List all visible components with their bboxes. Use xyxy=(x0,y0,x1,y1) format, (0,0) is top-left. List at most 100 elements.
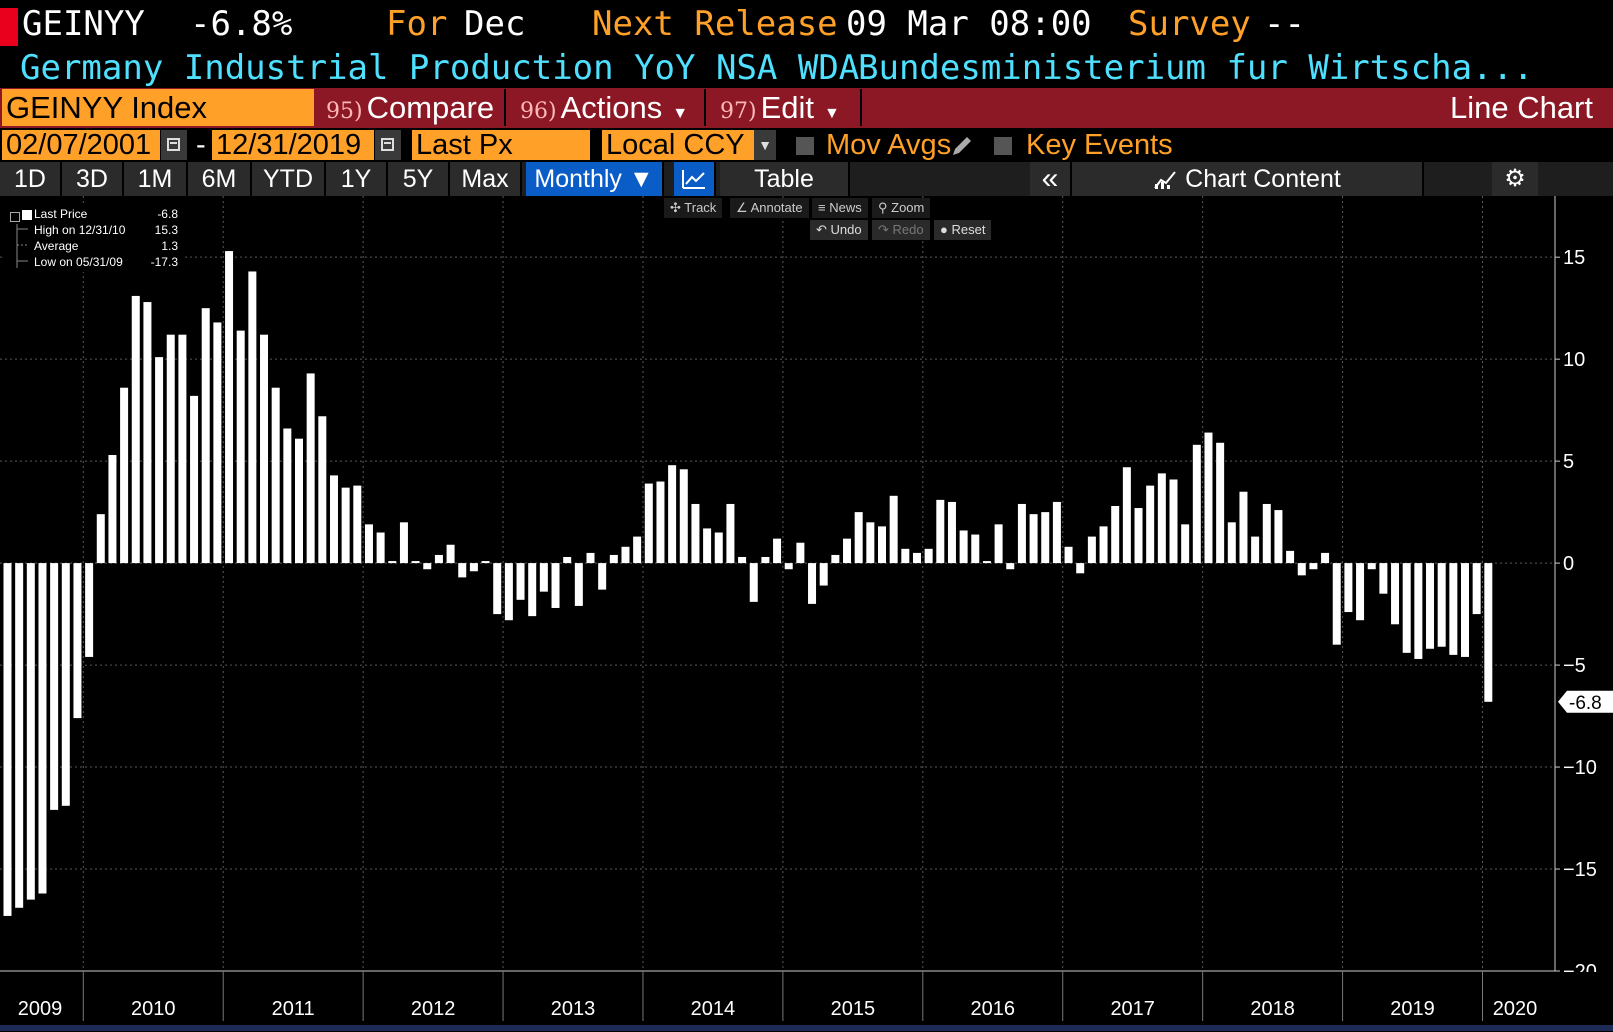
y-tick-label: 15 xyxy=(1563,247,1585,269)
bar xyxy=(15,563,24,908)
bar xyxy=(703,528,712,564)
bar xyxy=(1379,563,1388,594)
bar xyxy=(971,534,980,564)
actions-button[interactable]: 96) Actions ▼ xyxy=(512,89,706,126)
next-release-label: Next Release xyxy=(592,4,838,44)
legend-average-value: 1.3 xyxy=(161,239,178,253)
view-title: Line Chart xyxy=(1449,90,1593,125)
bar xyxy=(26,563,35,900)
bar xyxy=(1262,503,1271,564)
bar xyxy=(399,522,408,564)
legend-last-label: Last Price xyxy=(34,207,88,221)
bar xyxy=(364,524,373,564)
bar xyxy=(563,556,572,564)
bar xyxy=(621,546,630,564)
bar xyxy=(1332,563,1341,645)
bar xyxy=(201,308,210,564)
bar xyxy=(1111,506,1120,564)
chart-legend: Last Price -6.8 High on 12/31/10 15.3 Av… xyxy=(4,206,182,272)
bar xyxy=(1134,508,1143,564)
period-3d[interactable]: 3D xyxy=(62,162,124,196)
alert-marker xyxy=(0,8,18,46)
gear-icon[interactable]: ⚙ xyxy=(1492,162,1538,196)
range-bar: 02/07/2001 - 12/31/2019 Last Px Local CC… xyxy=(0,128,1613,162)
x-tick-label: 2012 xyxy=(411,998,456,1020)
bar xyxy=(1426,563,1435,649)
compare-button[interactable]: 95) Compare xyxy=(318,89,506,126)
period-1y[interactable]: 1Y xyxy=(326,162,388,196)
bar xyxy=(1297,563,1306,576)
period-ytd[interactable]: YTD xyxy=(252,162,326,196)
bar xyxy=(411,561,420,564)
bar xyxy=(1286,550,1295,564)
legend-high-value: 15.3 xyxy=(154,223,178,237)
period-6m[interactable]: 6M xyxy=(188,162,252,196)
key-events-checkbox[interactable] xyxy=(994,137,1012,155)
bar xyxy=(318,416,327,564)
bar xyxy=(819,563,828,586)
bar xyxy=(1204,432,1213,564)
last-value-marker xyxy=(1558,690,1613,713)
toolbar: GEINYY Index 95) Compare 96) Actions ▼ 97) E… xyxy=(0,88,1613,128)
end-calendar-button[interactable] xyxy=(375,130,401,160)
undo-button[interactable]: ↶ Undo xyxy=(810,220,868,240)
bar xyxy=(143,302,152,564)
bar xyxy=(248,271,257,564)
line-chart-toggle[interactable] xyxy=(674,162,716,196)
bar xyxy=(843,538,852,564)
collapse-legend-icon[interactable] xyxy=(10,212,20,222)
currency-select[interactable]: Local CCY xyxy=(602,130,754,160)
y-tick-label: 10 xyxy=(1563,349,1585,371)
bar-chart[interactable]: 151050−5−10−15−20-6.82009201020112012201… xyxy=(0,196,1613,1032)
bar xyxy=(808,563,817,604)
period-1d[interactable]: 1D xyxy=(0,162,62,196)
bar xyxy=(213,322,222,564)
bar xyxy=(691,503,700,564)
zoom-tool[interactable]: ⚲ Zoom xyxy=(872,198,931,218)
bar xyxy=(1227,522,1236,564)
price-field-select[interactable]: Last Px xyxy=(412,130,590,160)
x-tick-label: 2009 xyxy=(18,998,63,1020)
dropdown-arrow-icon[interactable]: ▼ xyxy=(754,130,776,160)
table-button[interactable]: Table xyxy=(720,162,850,196)
redo-button[interactable]: ↷ Redo xyxy=(872,220,930,240)
source: Bundesministerium fur Wirtscha... xyxy=(858,48,1534,88)
bar xyxy=(1029,514,1038,564)
bar xyxy=(108,455,117,564)
pencil-icon[interactable] xyxy=(950,134,974,158)
news-tool[interactable]: ≡ News xyxy=(812,198,868,218)
bar xyxy=(854,512,863,564)
x-tick-label: 2018 xyxy=(1250,998,1295,1020)
bar xyxy=(458,563,467,578)
end-date-input[interactable]: 12/31/2019 xyxy=(212,130,374,160)
chart-content-button[interactable]: Chart Content xyxy=(1072,162,1424,196)
edit-button[interactable]: 97) Edit ▼ xyxy=(712,89,862,126)
bar xyxy=(166,334,175,564)
period-max[interactable]: Max xyxy=(450,162,522,196)
collapse-button[interactable]: « xyxy=(1030,162,1072,196)
period-1m[interactable]: 1M xyxy=(124,162,188,196)
bar xyxy=(878,526,886,564)
security-field[interactable]: GEINYY Index xyxy=(2,89,314,126)
annotate-tool[interactable]: ∠ Annotate xyxy=(730,198,809,218)
bar xyxy=(388,561,397,564)
reset-button[interactable]: ● Reset xyxy=(934,220,992,240)
bar xyxy=(1192,444,1201,564)
start-date-input[interactable]: 02/07/2001 xyxy=(2,130,160,160)
bar xyxy=(761,556,770,564)
bar xyxy=(423,563,432,570)
bar xyxy=(1216,442,1225,564)
period-5y[interactable]: 5Y xyxy=(388,162,450,196)
track-tool[interactable]: ✣ Track xyxy=(664,198,723,218)
bar xyxy=(912,552,921,564)
bar xyxy=(1239,491,1248,564)
frequency-dropdown[interactable]: Monthly ▼ xyxy=(526,162,664,196)
bar xyxy=(85,563,94,657)
bar xyxy=(1157,473,1166,564)
bar xyxy=(73,563,82,719)
dropdown-arrow-icon: ▼ xyxy=(824,105,840,122)
bar xyxy=(236,330,245,564)
mov-avgs-checkbox[interactable] xyxy=(796,137,814,155)
start-calendar-button[interactable] xyxy=(161,130,187,160)
legend-markers xyxy=(16,224,28,268)
